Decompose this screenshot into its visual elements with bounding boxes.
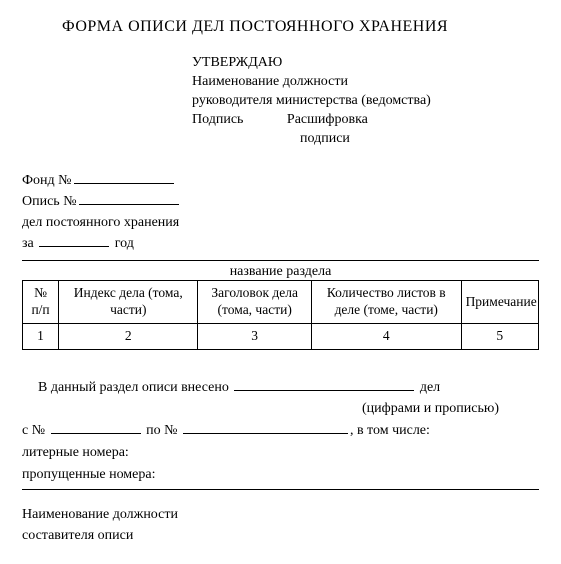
opis-label: Опись № xyxy=(22,194,77,209)
colnum-4: 4 xyxy=(311,324,461,350)
colnum-5: 5 xyxy=(461,324,538,350)
summary-count-blank[interactable] xyxy=(234,390,414,391)
year-blank[interactable] xyxy=(39,246,109,247)
cipher-note: (цифрами и прописью) xyxy=(22,397,539,420)
za-label: за xyxy=(22,236,34,251)
divider-bottom xyxy=(22,489,539,490)
colnum-3: 3 xyxy=(198,324,312,350)
inventory-table: № п/п Индекс дела (тома, части) Заголово… xyxy=(22,280,539,350)
signature-label: Подпись xyxy=(192,111,243,130)
year-label: год xyxy=(115,236,134,251)
th-index: Индекс дела (тома, части) xyxy=(59,281,198,324)
to-blank[interactable] xyxy=(183,433,348,434)
fond-number-blank[interactable] xyxy=(74,183,174,184)
section-name-label: название раздела xyxy=(22,264,539,280)
footer-compiler: составителя описи xyxy=(22,525,539,546)
decipher-label: Расшифровка xyxy=(287,111,368,130)
colnum-2: 2 xyxy=(59,324,198,350)
summary-block: В данный раздел описи внесено дел (цифра… xyxy=(22,376,539,485)
th-sheets: Количество листов в деле (томе, части) xyxy=(311,281,461,324)
th-note: Примечание xyxy=(461,281,538,324)
form-title: ФОРМА ОПИСИ ДЕЛ ПОСТОЯННОГО ХРАНЕНИЯ xyxy=(62,18,539,36)
th-npp: № п/п xyxy=(23,281,59,324)
fond-label: Фонд № xyxy=(22,173,72,188)
missed-label: пропущенные номера: xyxy=(22,464,539,486)
opis-number-blank[interactable] xyxy=(79,204,179,205)
summary-del: дел xyxy=(420,380,440,395)
table-number-row: 1 2 3 4 5 xyxy=(23,324,539,350)
to-label: по № xyxy=(146,423,177,438)
colnum-1: 1 xyxy=(23,324,59,350)
summary-intro: В данный раздел описи внесено xyxy=(38,380,229,395)
approve-heading: УТВЕРЖДАЮ xyxy=(192,54,539,73)
storage-line: дел постоянного хранения xyxy=(22,212,539,233)
fond-block: Фонд № Опись № дел постоянного хранения … xyxy=(22,170,539,254)
approval-block: УТВЕРЖДАЮ Наименование должности руковод… xyxy=(192,54,539,148)
footer-block: Наименование должности составителя описи xyxy=(22,504,539,546)
footer-position: Наименование должности xyxy=(22,504,539,525)
liter-label: литерные номера: xyxy=(22,442,539,464)
approve-head: руководителя министерства (ведомства) xyxy=(192,92,539,111)
from-blank[interactable] xyxy=(51,433,141,434)
incl-label: , в том числе: xyxy=(350,423,430,438)
th-title: Заголовок дела (тома, части) xyxy=(198,281,312,324)
from-label: с № xyxy=(22,423,45,438)
decipher-sub: подписи xyxy=(300,130,539,149)
divider-top xyxy=(22,260,539,261)
approve-position: Наименование должности xyxy=(192,73,539,92)
table-header-row: № п/п Индекс дела (тома, части) Заголово… xyxy=(23,281,539,324)
